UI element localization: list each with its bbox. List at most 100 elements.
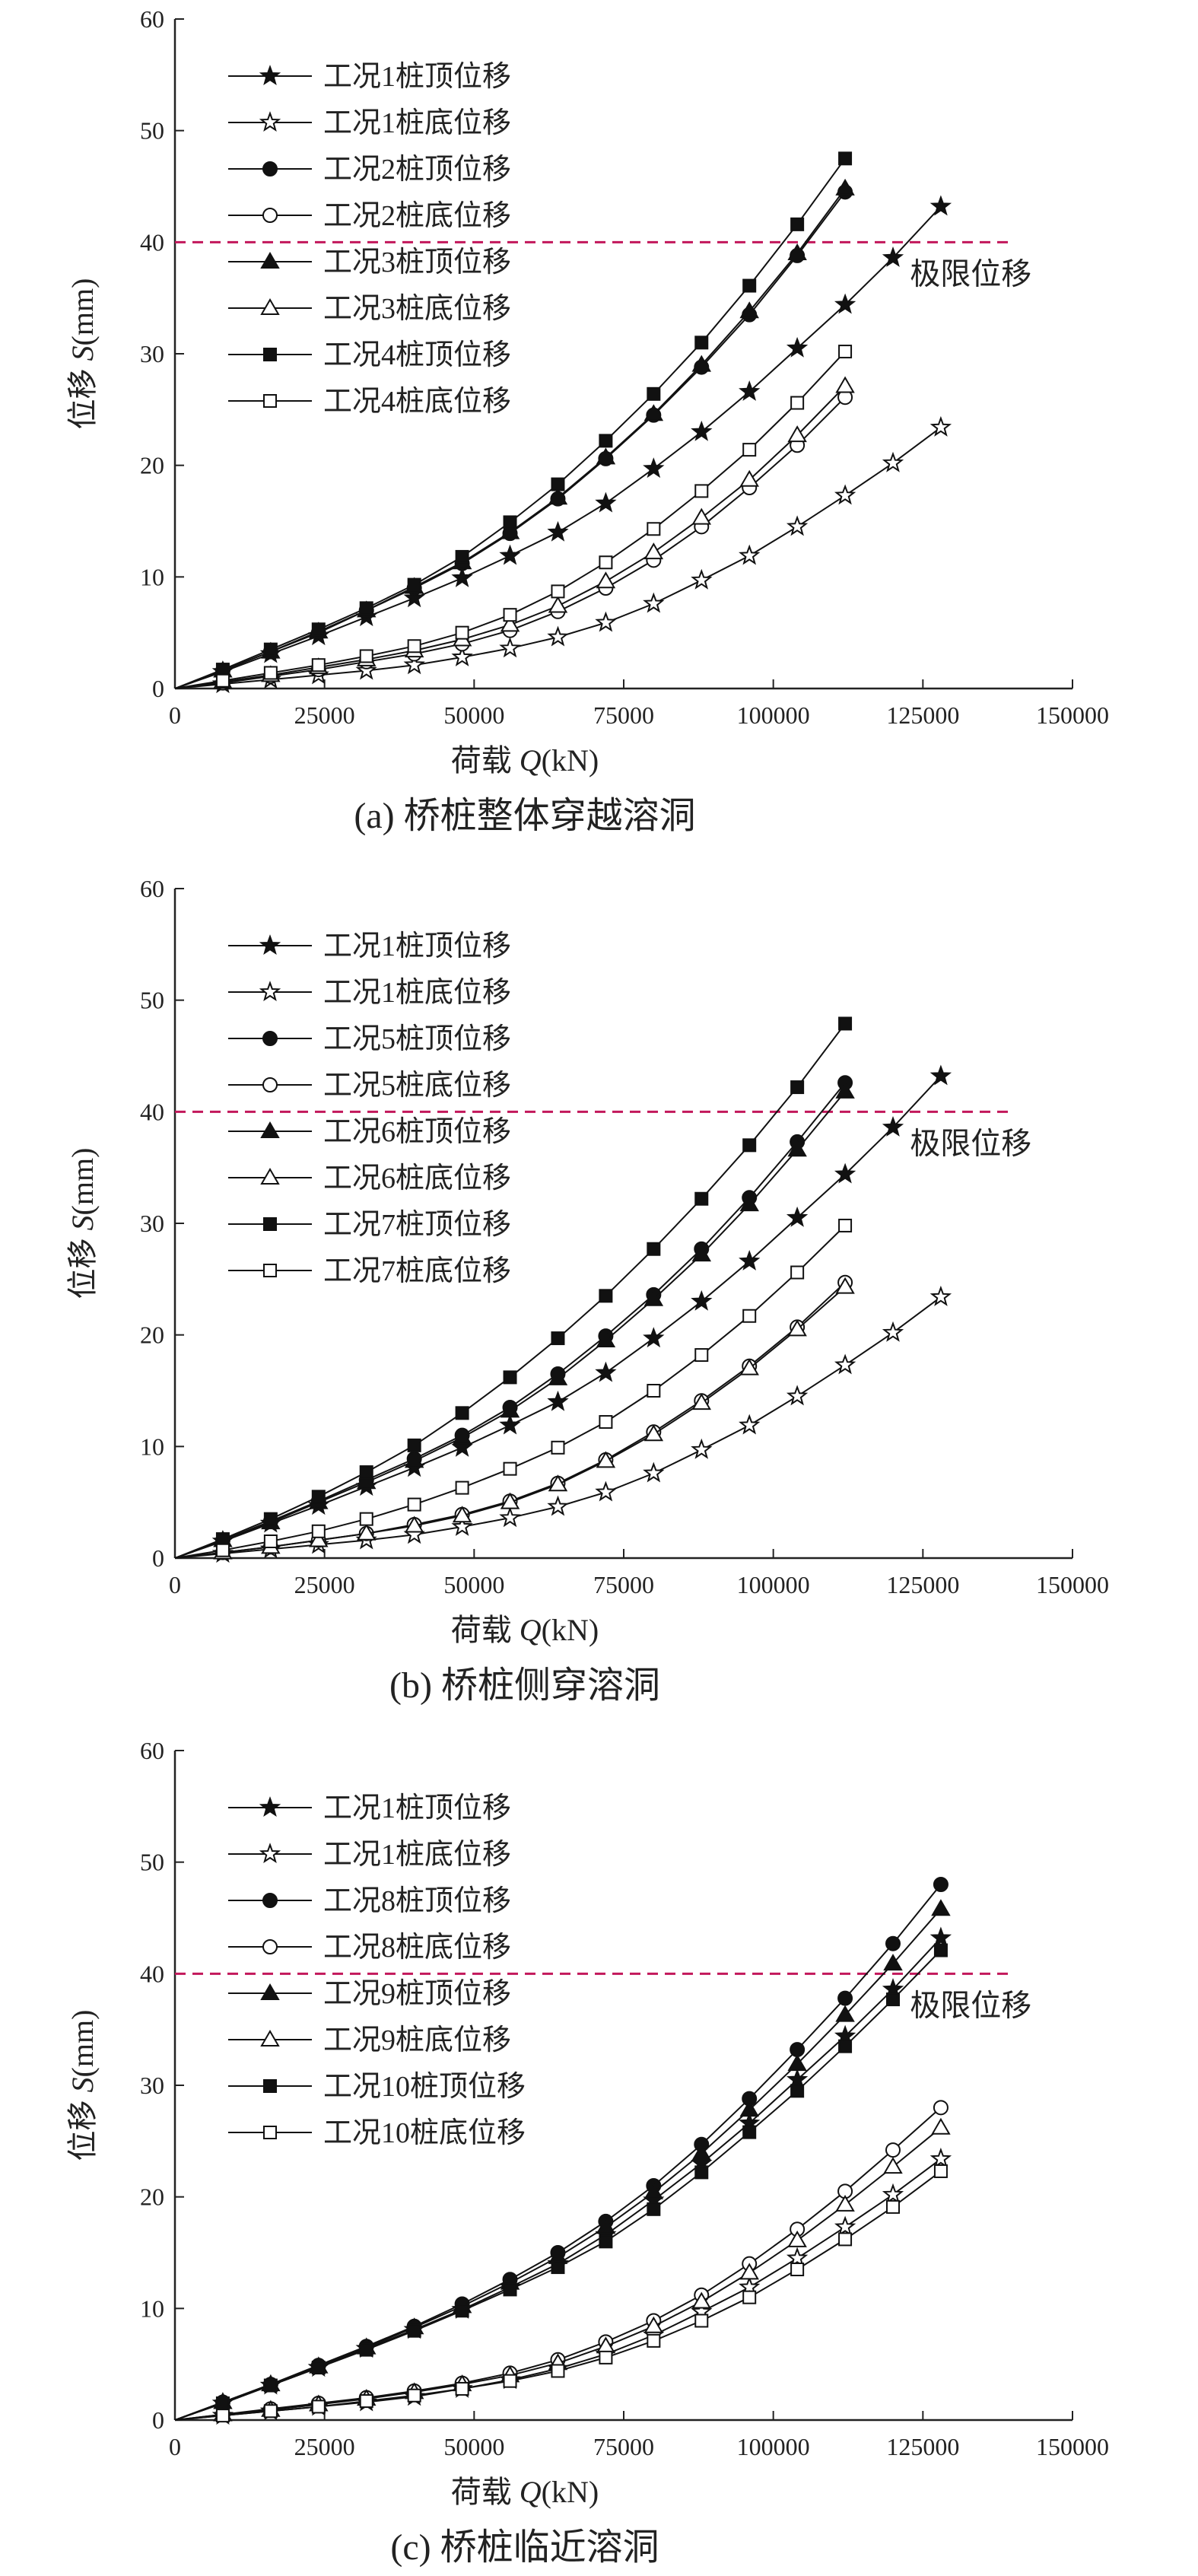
data-point xyxy=(359,1512,373,1526)
data-point xyxy=(739,2263,759,2280)
data-point xyxy=(311,2399,326,2414)
data-point xyxy=(837,1990,853,2006)
data-point xyxy=(359,1465,373,1480)
legend-label: 工况1桩底位移 xyxy=(323,977,511,1009)
data-point xyxy=(835,376,855,393)
x-axis-label: 荷载 Q(kN) xyxy=(451,1613,599,1647)
data-point xyxy=(739,2100,759,2117)
data-point xyxy=(790,2084,805,2098)
data-point xyxy=(356,1472,377,1490)
series-工况1桩底位移 xyxy=(174,415,952,694)
data-point xyxy=(215,2409,230,2423)
data-point xyxy=(643,2182,664,2199)
chart-panel-a: 0 25000 50000 75000 100000 125000 150000 0 10 20 3… xyxy=(65,5,1109,836)
data-point xyxy=(694,2314,709,2328)
data-point xyxy=(404,1515,424,1533)
data-point xyxy=(838,2232,853,2247)
data-point xyxy=(742,2125,757,2139)
series-工况4桩顶位移 xyxy=(174,151,853,689)
limit-displacement-label: 极限位移 xyxy=(910,1126,1031,1160)
legend-marker xyxy=(260,1983,280,2000)
data-point xyxy=(691,1393,712,1410)
data-point xyxy=(739,1358,759,1375)
legend-marker xyxy=(262,1893,278,1908)
y-tick-label: 20 xyxy=(140,452,164,479)
data-point xyxy=(931,2117,951,2135)
data-point xyxy=(215,1543,230,1557)
legend-item: 工况8桩底位移 xyxy=(228,1932,511,1964)
data-point xyxy=(786,1206,809,1227)
data-point xyxy=(694,2165,709,2180)
legend-label: 工况10桩顶位移 xyxy=(323,2071,526,2103)
data-point xyxy=(500,522,520,539)
legend-label: 工况5桩底位移 xyxy=(323,1070,511,1102)
data-point xyxy=(499,1506,521,1528)
data-point xyxy=(883,2157,903,2174)
y-tick-label: 10 xyxy=(140,1433,164,1460)
series-line xyxy=(174,2158,942,2421)
legend-marker xyxy=(260,1121,280,1138)
series-工况7桩顶位移 xyxy=(174,1016,853,1559)
data-point xyxy=(455,2381,469,2396)
data-point xyxy=(739,1194,759,1212)
series-line xyxy=(174,1908,942,2421)
legend-label: 工况3桩底位移 xyxy=(323,293,511,325)
data-point xyxy=(742,2290,757,2304)
x-tick-label: 0 xyxy=(169,1571,181,1598)
series-line xyxy=(174,2171,942,2421)
data-point xyxy=(499,1414,521,1435)
legend-label: 工况9桩顶位移 xyxy=(323,1978,511,2010)
data-point xyxy=(882,2183,904,2204)
data-point xyxy=(929,2147,952,2168)
legend-item: 工况4桩顶位移 xyxy=(228,339,511,371)
data-point xyxy=(787,243,807,260)
data-point xyxy=(739,1249,761,1271)
data-point xyxy=(929,1064,952,1086)
legend-marker xyxy=(259,111,281,132)
legend-marker xyxy=(259,934,281,956)
data-point xyxy=(834,484,856,505)
data-point xyxy=(882,451,904,472)
y-tick-label: 30 xyxy=(140,2072,164,2099)
data-point xyxy=(215,1532,230,1547)
data-point xyxy=(215,673,230,688)
legend-item: 工况2桩顶位移 xyxy=(228,154,511,186)
data-point xyxy=(739,301,759,319)
data-point xyxy=(499,544,521,565)
data-point xyxy=(739,380,761,401)
chart-panel-b: 0 25000 50000 75000 100000 125000 150000 0 10 20 3… xyxy=(65,875,1109,1706)
data-point xyxy=(503,2282,517,2297)
data-point xyxy=(787,1140,807,1157)
data-point xyxy=(882,1321,904,1342)
series-工况1桩底位移 xyxy=(174,1285,952,1563)
y-axis-label: 位移 S(mm) xyxy=(65,2010,100,2161)
data-point xyxy=(694,1348,709,1363)
data-point xyxy=(551,1440,565,1455)
data-point xyxy=(739,544,761,565)
data-point xyxy=(838,151,853,166)
legend-marker xyxy=(262,208,278,223)
data-point xyxy=(403,587,425,608)
legend-item: 工况1桩顶位移 xyxy=(228,1792,511,1824)
legend-label: 工况4桩底位移 xyxy=(323,386,511,418)
data-point xyxy=(547,520,569,542)
data-point xyxy=(500,1492,520,1509)
chart-caption: (b) 桥桩侧穿溶洞 xyxy=(389,1665,660,1706)
data-point xyxy=(647,522,661,536)
data-point xyxy=(551,584,565,599)
data-point xyxy=(407,2323,421,2338)
data-point xyxy=(886,2199,900,2214)
data-point xyxy=(882,1115,904,1137)
data-point xyxy=(834,293,856,314)
x-tick-label: 0 xyxy=(169,701,181,729)
data-point xyxy=(835,2005,855,2022)
data-point xyxy=(596,1331,616,1347)
data-point xyxy=(599,2350,613,2365)
x-tick-label: 100000 xyxy=(737,1571,810,1598)
data-point xyxy=(359,601,373,615)
x-tick-label: 100000 xyxy=(737,2433,810,2460)
data-point xyxy=(691,2143,712,2161)
series-line xyxy=(174,1091,846,1559)
y-tick-label: 30 xyxy=(140,1210,164,1237)
legend-label: 工况7桩顶位移 xyxy=(323,1209,511,1241)
